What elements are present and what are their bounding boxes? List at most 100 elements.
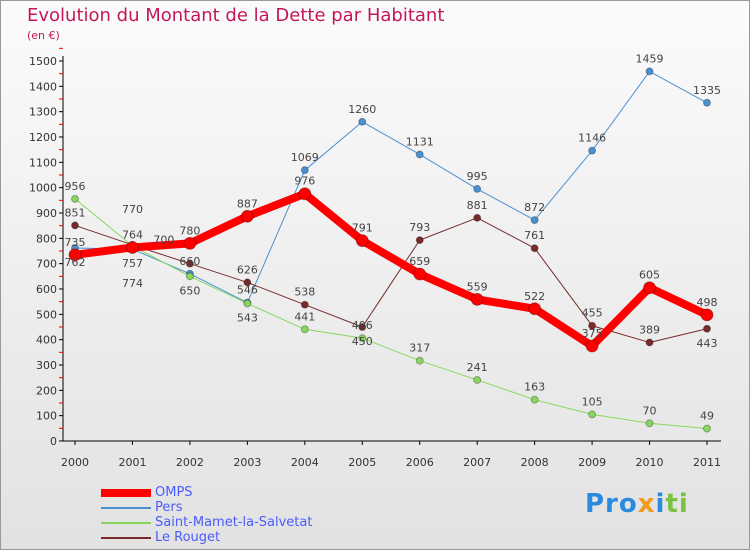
data-label: 762 xyxy=(65,256,86,269)
y-tick-label: 1100 xyxy=(29,156,57,169)
legend-item: OMPS xyxy=(101,485,312,500)
y-tick-label: 100 xyxy=(36,410,57,423)
series-lines xyxy=(68,67,714,433)
data-label: 375 xyxy=(582,327,603,340)
data-point xyxy=(71,221,79,230)
data-point xyxy=(530,216,539,225)
data-label: 700 xyxy=(153,234,174,247)
data-label: 1069 xyxy=(291,151,319,164)
data-label: 538 xyxy=(294,286,315,299)
data-label: 317 xyxy=(409,342,430,355)
data-point xyxy=(300,300,309,309)
data-point xyxy=(703,98,711,107)
legend-label: Saint-Mamet-la-Salvetat xyxy=(155,515,313,530)
data-point xyxy=(358,334,367,343)
data-label: 163 xyxy=(524,381,545,394)
y-tick-label: 600 xyxy=(36,283,57,296)
data-point xyxy=(645,419,654,428)
data-label: 626 xyxy=(237,263,258,276)
data-point xyxy=(473,213,482,222)
x-tick-label: 2010 xyxy=(636,456,664,469)
legend-swatch xyxy=(101,488,151,497)
data-label: 450 xyxy=(352,335,373,348)
legend-item: Le Rouget xyxy=(101,530,312,545)
x-tick-label: 2000 xyxy=(61,456,89,469)
y-tick-label: 800 xyxy=(36,232,57,245)
data-label: 70 xyxy=(643,404,657,417)
data-label: 406 xyxy=(352,319,373,332)
x-tick-label: 2007 xyxy=(463,456,491,469)
x-tick-label: 2004 xyxy=(291,456,319,469)
data-label: 543 xyxy=(237,311,258,324)
chart-title: Evolution du Montant de la Dette par Hab… xyxy=(27,5,445,26)
data-point xyxy=(473,184,482,193)
y-tick-label: 500 xyxy=(36,308,57,321)
data-point xyxy=(298,187,312,201)
y-tick-label: 1200 xyxy=(29,131,57,144)
legend-item: Pers xyxy=(101,500,312,515)
data-point xyxy=(358,323,367,331)
data-point xyxy=(643,281,657,295)
data-label: 498 xyxy=(697,296,718,309)
proxiti-logo: Proxiti xyxy=(585,489,689,519)
data-label: 659 xyxy=(409,255,430,268)
legend-label: Pers xyxy=(155,500,183,515)
data-label: 872 xyxy=(524,201,545,214)
data-label: 389 xyxy=(639,323,660,336)
data-point xyxy=(415,236,424,245)
data-label: 660 xyxy=(179,255,200,268)
y-tick-label: 1300 xyxy=(29,106,57,119)
data-label: 605 xyxy=(639,269,660,282)
data-point xyxy=(125,240,139,254)
data-label: 105 xyxy=(582,395,603,408)
data-label: 793 xyxy=(409,221,430,234)
y-tick-label: 700 xyxy=(36,258,57,271)
data-point xyxy=(300,166,309,175)
data-point xyxy=(528,302,542,316)
legend-label: Le Rouget xyxy=(155,530,221,545)
data-point xyxy=(645,67,654,76)
y-tick-label: 900 xyxy=(36,207,57,220)
data-point xyxy=(183,236,197,250)
data-label: 455 xyxy=(582,307,603,320)
data-point xyxy=(71,194,79,203)
data-point xyxy=(530,244,539,253)
data-point xyxy=(240,209,254,223)
data-label: 887 xyxy=(237,197,258,210)
data-label: 976 xyxy=(294,175,315,188)
data-point xyxy=(588,410,597,419)
y-tick-label: 200 xyxy=(36,384,57,397)
data-label: 1335 xyxy=(693,84,721,97)
data-label: 1459 xyxy=(636,52,664,65)
data-point xyxy=(300,325,309,334)
data-point xyxy=(530,395,539,404)
data-point xyxy=(588,321,597,330)
data-label: 774 xyxy=(122,277,143,290)
data-label: 851 xyxy=(65,206,86,219)
y-tick-label: 0 xyxy=(50,435,57,448)
data-point xyxy=(413,267,427,281)
data-label: 441 xyxy=(294,310,315,323)
legend-swatch xyxy=(101,536,151,539)
data-label: 443 xyxy=(697,337,718,350)
data-point xyxy=(703,324,711,333)
data-point xyxy=(645,338,654,347)
data-point xyxy=(358,117,367,126)
legend-label: OMPS xyxy=(155,485,193,500)
data-point xyxy=(473,375,482,384)
series-line-saint-mamet-la-salvetat xyxy=(74,198,708,430)
x-tick-label: 2005 xyxy=(348,456,376,469)
data-point xyxy=(185,272,194,281)
data-label: 546 xyxy=(237,284,258,297)
data-label: 1260 xyxy=(348,103,376,116)
data-label: 650 xyxy=(179,284,200,297)
data-point xyxy=(185,259,194,268)
data-label: 241 xyxy=(467,361,488,374)
x-tick-label: 2009 xyxy=(578,456,606,469)
data-label: 49 xyxy=(700,410,714,423)
data-point xyxy=(588,146,597,155)
data-label: 522 xyxy=(524,290,545,303)
data-point xyxy=(470,292,484,306)
